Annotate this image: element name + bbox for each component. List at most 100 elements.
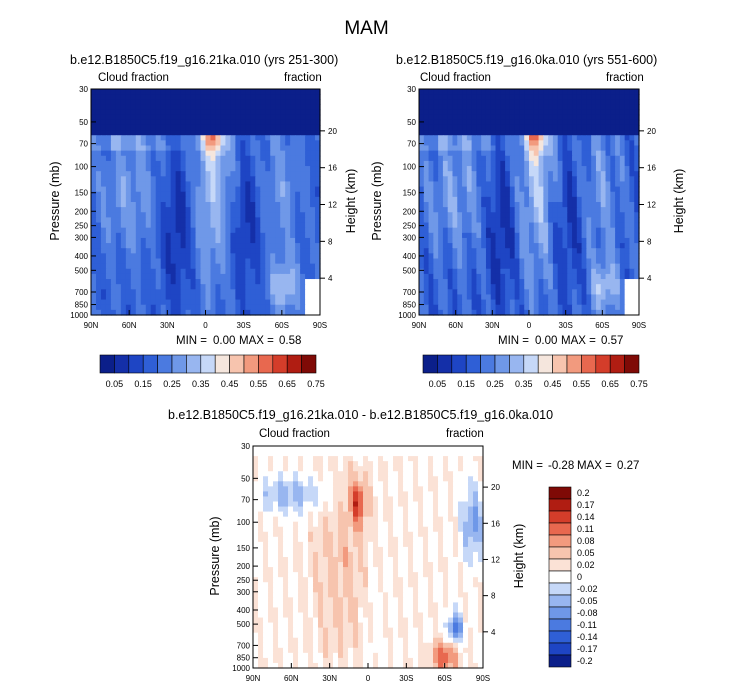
heatmap-cell: [160, 309, 167, 316]
heatmap-cell: [310, 273, 316, 280]
heatmap-cell: [100, 124, 107, 131]
heatmap-cell: [572, 273, 578, 280]
heatmap-cell: [433, 171, 439, 177]
heatmap-cell: [250, 160, 256, 167]
heatmap-cell: [270, 119, 276, 126]
heatmap-cell: [275, 109, 281, 116]
heatmap-cell: [263, 511, 269, 518]
heatmap-cell: [205, 289, 212, 296]
heatmap-cell: [303, 521, 309, 528]
heatmap-cell: [270, 258, 276, 265]
heatmap-cell: [308, 511, 314, 518]
heatmap-cell: [490, 160, 497, 167]
heatmap-cell: [485, 130, 492, 136]
heatmap-cell: [476, 248, 482, 254]
heatmap-cell: [263, 446, 269, 452]
heatmap-cell: [195, 263, 202, 270]
heatmap-cell: [629, 89, 635, 95]
heatmap-cell: [419, 119, 425, 126]
heatmap-cell: [263, 451, 269, 457]
heatmap-cell: [140, 109, 147, 116]
heatmap-cell: [253, 486, 259, 493]
heatmap-cell: [519, 217, 525, 224]
y-tick-label: 70: [407, 140, 416, 149]
heatmap-cell: [278, 491, 284, 498]
heatmap-cell: [447, 166, 454, 172]
heatmap-cell: [576, 263, 583, 270]
heatmap-cell: [403, 446, 409, 452]
heatmap-cell: [557, 94, 564, 100]
heatmap-cell: [265, 104, 271, 111]
heatmap-cell: [447, 253, 454, 260]
heatmap-cell: [253, 531, 259, 538]
heatmap-cell: [634, 130, 640, 136]
heatmap-cell: [557, 145, 564, 152]
heatmap-cell: [457, 191, 463, 198]
heatmap-cell: [95, 140, 102, 147]
heatmap-cell: [548, 243, 554, 249]
heatmap-cell: [490, 284, 497, 290]
heatmap-cell: [195, 284, 202, 290]
heatmap-cell: [557, 299, 564, 306]
heatmap-cell: [130, 150, 137, 157]
heatmap-cell: [250, 212, 256, 219]
heatmap-cell: [610, 104, 616, 111]
heatmap-cell: [419, 104, 425, 111]
heatmap-cell: [581, 145, 587, 152]
heatmap-cell: [110, 289, 117, 296]
heatmap-cell: [100, 294, 107, 301]
heatmap-cell: [125, 248, 132, 254]
heatmap-cell: [308, 531, 314, 538]
heatmap-cell: [338, 456, 344, 462]
heatmap-cell: [586, 186, 592, 193]
heatmap-cell: [600, 304, 607, 311]
y2-tick-label: 4: [328, 274, 333, 283]
heatmap-cell: [586, 160, 592, 167]
heatmap-cell: [258, 526, 264, 533]
heatmap-cell: [462, 294, 468, 301]
heatmap-cell: [615, 232, 621, 239]
heatmap-cell: [160, 237, 167, 244]
heatmap-cell: [586, 145, 592, 152]
heatmap-cell: [220, 299, 227, 306]
heatmap-cell: [115, 109, 122, 116]
heatmap-cell: [447, 130, 454, 136]
heatmap-cell: [490, 109, 497, 116]
heatmap-cell: [373, 451, 379, 457]
heatmap-cell: [210, 160, 217, 167]
heatmap-cell: [533, 124, 540, 131]
heatmap-cell: [562, 124, 568, 131]
heatmap-cell: [230, 232, 236, 239]
heatmap-cell: [220, 135, 227, 141]
heatmap-cell: [388, 521, 394, 528]
heatmap-cell: [428, 217, 434, 224]
heatmap-cell: [595, 160, 602, 167]
heatmap-cell: [180, 258, 187, 265]
heatmap-cell: [255, 304, 261, 311]
heatmap-cell: [634, 243, 640, 249]
heatmap-cell: [225, 171, 231, 177]
heatmap-cell: [160, 166, 167, 172]
heatmap-cell: [295, 237, 301, 244]
heatmap-cell: [543, 279, 549, 285]
heatmap-cell: [240, 237, 246, 244]
heatmap-cell: [428, 212, 434, 219]
heatmap-cell: [210, 130, 217, 136]
heatmap-cell: [265, 114, 271, 121]
heatmap-cell: [160, 186, 167, 193]
heatmap-cell: [110, 279, 117, 285]
heatmap-cell: [500, 145, 506, 152]
heatmap-cell: [170, 94, 177, 100]
heatmap-cell: [442, 160, 449, 167]
heatmap-cell: [552, 140, 559, 147]
heatmap-cell: [408, 531, 414, 538]
heatmap-cell: [195, 150, 202, 157]
heatmap-cell: [180, 279, 187, 285]
heatmap-cell: [175, 258, 182, 265]
heatmap-cell: [428, 506, 434, 513]
heatmap-cell: [288, 451, 294, 457]
heatmap-cell: [447, 145, 454, 152]
heatmap-cell: [605, 186, 611, 193]
heatmap-cell: [315, 145, 321, 152]
heatmap-cell: [524, 135, 530, 141]
